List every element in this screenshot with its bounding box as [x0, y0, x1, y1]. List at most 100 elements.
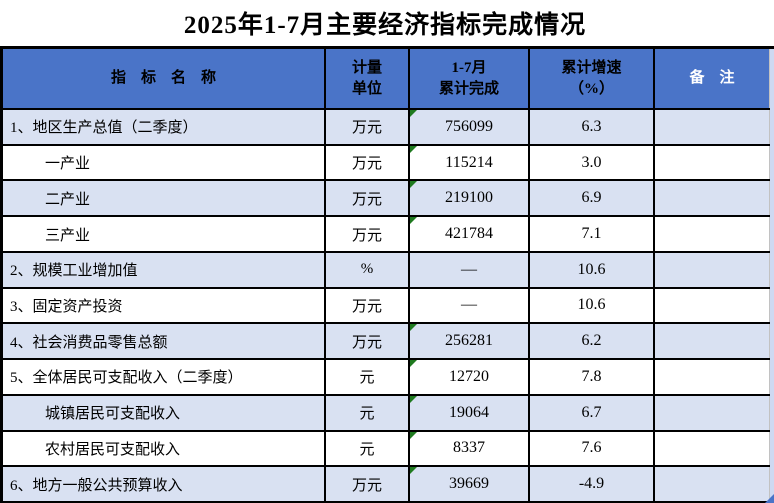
cumulative-value-cell[interactable]: — — [410, 288, 530, 323]
header-unit[interactable]: 计量 单位 — [326, 49, 410, 108]
indicator-name: 二产业 — [45, 191, 91, 208]
page-title: 2025年1-7月主要经济指标完成情况 — [183, 12, 587, 39]
cumulative-value: 256281 — [445, 332, 493, 350]
indicator-name-cell[interactable]: 二产业 — [3, 181, 326, 216]
cumulative-value-cell[interactable]: 219100 — [410, 181, 530, 216]
table-header-row: 指 标 名 称 计量 单位 1-7月 累计完成 累计增速 （%） 备 注 — [3, 49, 770, 110]
unit-cell[interactable]: 万元 — [326, 110, 410, 144]
unit-cell[interactable]: 元 — [326, 360, 410, 394]
cumulative-value: 19064 — [449, 403, 489, 421]
formula-flag-icon — [410, 395, 417, 403]
indicator-name-cell[interactable]: 一产业 — [3, 145, 326, 180]
formula-flag-icon — [410, 181, 417, 189]
table-row: 二产业 万元 219100 6.9 — [3, 181, 770, 218]
note-cell[interactable] — [655, 431, 770, 466]
header-cumulative-value[interactable]: 1-7月 累计完成 — [410, 49, 530, 108]
unit-cell[interactable]: 万元 — [326, 181, 410, 216]
cumulative-value-cell[interactable]: 39669 — [410, 467, 530, 501]
cumulative-value: 39669 — [449, 475, 489, 493]
note-cell[interactable] — [655, 360, 770, 394]
header-note[interactable]: 备 注 — [655, 49, 770, 108]
indicator-name-cell[interactable]: 农村居民可支配收入 — [3, 431, 326, 466]
cumulative-value-cell[interactable]: 421784 — [410, 217, 530, 251]
growth-rate-value: 7.6 — [581, 439, 602, 457]
unit-value: 万元 — [351, 477, 382, 494]
unit-cell[interactable]: 万元 — [326, 217, 410, 251]
indicator-name: 1、地区生产总值（二季度） — [10, 120, 198, 137]
formula-flag-icon — [410, 360, 417, 368]
adjacent-column-strip — [770, 46, 774, 503]
cumulative-value-cell[interactable]: — — [410, 252, 530, 287]
unit-cell[interactable]: 万元 — [326, 324, 410, 359]
unit-value: 元 — [359, 406, 375, 423]
note-cell[interactable] — [655, 395, 770, 430]
unit-value: 元 — [359, 441, 375, 458]
unit-cell[interactable]: 万元 — [326, 467, 410, 501]
formula-flag-icon — [410, 324, 417, 332]
unit-cell[interactable]: 万元 — [326, 145, 410, 180]
growth-rate-value: 3.0 — [581, 153, 602, 171]
cumulative-value-cell[interactable]: 115214 — [410, 145, 530, 180]
indicators-table: 指 标 名 称 计量 单位 1-7月 累计完成 累计增速 （%） 备 注 1、地… — [0, 46, 770, 503]
growth-rate-value: 6.3 — [581, 117, 602, 135]
header-unit-line1: 计量 — [351, 60, 382, 77]
growth-rate-cell[interactable]: 6.7 — [530, 395, 655, 430]
cumulative-value-cell[interactable]: 8337 — [410, 431, 530, 466]
cumulative-value: 421784 — [445, 225, 493, 243]
indicator-name-cell[interactable]: 4、社会消费品零售总额 — [3, 324, 326, 359]
indicator-name: 6、地方一般公共预算收入 — [10, 477, 183, 494]
table-row: 三产业 万元 421784 7.1 — [3, 217, 770, 253]
note-cell[interactable] — [655, 110, 770, 144]
note-cell[interactable] — [655, 324, 770, 359]
cumulative-value: 8337 — [453, 439, 485, 457]
indicator-name-cell[interactable]: 1、地区生产总值（二季度） — [3, 110, 326, 144]
table-row: 农村居民可支配收入 元 8337 7.6 — [3, 431, 770, 468]
indicator-name: 3、固定资产投资 — [10, 298, 123, 315]
table-row: 4、社会消费品零售总额 万元 256281 6.2 — [3, 324, 770, 361]
growth-rate-cell[interactable]: 3.0 — [530, 145, 655, 180]
note-cell[interactable] — [655, 181, 770, 216]
growth-rate-cell[interactable]: 7.1 — [530, 217, 655, 251]
growth-rate-cell[interactable]: 10.6 — [530, 288, 655, 323]
table-row: 1、地区生产总值（二季度） 万元 756099 6.3 — [3, 110, 770, 146]
indicator-name-cell[interactable]: 6、地方一般公共预算收入 — [3, 467, 326, 501]
note-cell[interactable] — [655, 288, 770, 323]
note-cell[interactable] — [655, 467, 770, 501]
note-cell[interactable] — [655, 145, 770, 180]
header-indicator-name[interactable]: 指 标 名 称 — [3, 49, 326, 108]
growth-rate-cell[interactable]: 6.3 — [530, 110, 655, 144]
indicator-name-cell[interactable]: 2、规模工业增加值 — [3, 252, 326, 287]
unit-value: 万元 — [351, 227, 382, 244]
growth-rate-cell[interactable]: 6.9 — [530, 181, 655, 216]
cumulative-value: 115214 — [445, 153, 493, 171]
unit-value: 万元 — [351, 298, 382, 315]
growth-rate-cell[interactable]: 6.2 — [530, 324, 655, 359]
table-row: 一产业 万元 115214 3.0 — [3, 145, 770, 182]
header-cumulative-value-line1: 1-7月 — [451, 60, 487, 77]
cumulative-value-cell[interactable]: 12720 — [410, 360, 530, 394]
indicator-name-cell[interactable]: 5、全体居民可支配收入（二季度） — [3, 360, 326, 394]
unit-cell[interactable]: % — [326, 252, 410, 287]
growth-rate-cell[interactable]: 7.6 — [530, 431, 655, 466]
unit-value: % — [360, 261, 374, 278]
growth-rate-cell[interactable]: 10.6 — [530, 252, 655, 287]
formula-flag-icon — [410, 431, 417, 439]
growth-rate-cell[interactable]: 7.8 — [530, 360, 655, 394]
unit-cell[interactable]: 元 — [326, 431, 410, 466]
unit-cell[interactable]: 元 — [326, 395, 410, 430]
growth-rate-cell[interactable]: -4.9 — [530, 467, 655, 501]
indicator-name-cell[interactable]: 3、固定资产投资 — [3, 288, 326, 323]
cumulative-value-cell[interactable]: 256281 — [410, 324, 530, 359]
cumulative-value-cell[interactable]: 756099 — [410, 110, 530, 144]
cumulative-value-cell[interactable]: 19064 — [410, 395, 530, 430]
indicator-name: 4、社会消费品零售总额 — [10, 334, 168, 351]
indicator-name-cell[interactable]: 城镇居民可支配收入 — [3, 395, 326, 430]
title-area: 2025年1-7月主要经济指标完成情况 — [0, 0, 770, 46]
note-cell[interactable] — [655, 217, 770, 251]
table-row: 城镇居民可支配收入 元 19064 6.7 — [3, 395, 770, 432]
header-growth-rate[interactable]: 累计增速 （%） — [530, 49, 655, 108]
note-cell[interactable] — [655, 252, 770, 287]
indicator-name-cell[interactable]: 三产业 — [3, 217, 326, 251]
selection-corner-handle-icon — [765, 494, 774, 503]
unit-cell[interactable]: 万元 — [326, 288, 410, 323]
